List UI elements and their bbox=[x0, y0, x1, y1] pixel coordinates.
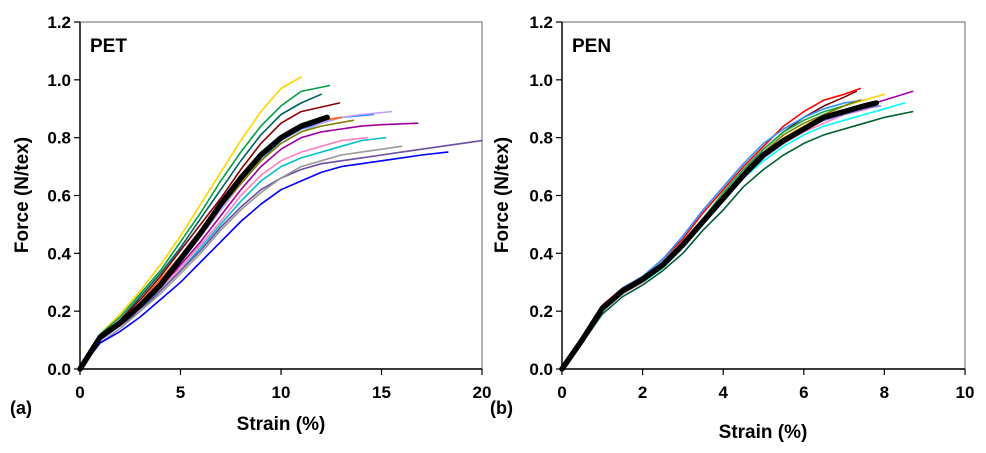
y-tick-label: 1.2 bbox=[529, 13, 553, 32]
y-tick-label: 0.0 bbox=[529, 360, 553, 379]
x-tick-label: 0 bbox=[75, 383, 84, 402]
chart-panel-1: 0.0 0.2 0.4 0.6 0.8 1.0 1.2 0 5 10 15 20 PET (a) Strai… bbox=[10, 13, 491, 435]
panel-title: PET bbox=[90, 36, 127, 57]
y-axis-label: Force (N/tex) bbox=[12, 137, 33, 253]
y-tick-label: 0.8 bbox=[529, 129, 553, 148]
x-tick-label: 10 bbox=[272, 383, 291, 402]
panel-label: (b) bbox=[490, 398, 513, 418]
x-tick-label: 0 bbox=[557, 383, 566, 402]
x-axis-label: Strain (%) bbox=[237, 414, 326, 435]
series-line bbox=[79, 76, 302, 370]
y-tick-label: 0.4 bbox=[529, 244, 553, 263]
y-axis-label: Force (N/tex) bbox=[492, 137, 513, 253]
x-tick-label: 10 bbox=[956, 383, 975, 402]
series-line-mean bbox=[559, 100, 880, 372]
series-line bbox=[79, 145, 403, 370]
y-tick-label: 1.0 bbox=[47, 71, 71, 90]
y-tick-label: 0.8 bbox=[47, 129, 71, 148]
series-line bbox=[79, 151, 449, 370]
chart-panel-2: 0.0 0.2 0.4 0.6 0.8 1.0 1.2 0 2 4 6 8 10 PEN (b) Strain… bbox=[490, 13, 974, 443]
panel-label: (a) bbox=[10, 398, 32, 418]
series-line bbox=[561, 110, 914, 370]
y-tick-label: 0.2 bbox=[47, 302, 71, 321]
x-tick-label: 8 bbox=[880, 383, 889, 402]
y-tick-label: 0.6 bbox=[47, 187, 71, 206]
x-tick-label: 15 bbox=[372, 383, 391, 402]
x-tick-label: 4 bbox=[718, 383, 728, 402]
y-tick-label: 0.6 bbox=[529, 187, 553, 206]
x-tick-label: 5 bbox=[176, 383, 185, 402]
y-tick-label: 0.0 bbox=[47, 360, 71, 379]
series-line-mean bbox=[77, 114, 330, 372]
y-tick-label: 0.4 bbox=[47, 244, 71, 263]
x-tick-label: 2 bbox=[638, 383, 647, 402]
y-tick-label: 0.2 bbox=[529, 302, 553, 321]
y-tick-label: 1.2 bbox=[47, 13, 71, 32]
x-axis-label: Strain (%) bbox=[719, 422, 808, 443]
x-tick-label: 20 bbox=[473, 383, 492, 402]
series-line bbox=[79, 84, 331, 370]
x-tick-label: 6 bbox=[799, 383, 808, 402]
panel-title: PEN bbox=[572, 36, 611, 57]
y-tick-label: 1.0 bbox=[529, 71, 553, 90]
